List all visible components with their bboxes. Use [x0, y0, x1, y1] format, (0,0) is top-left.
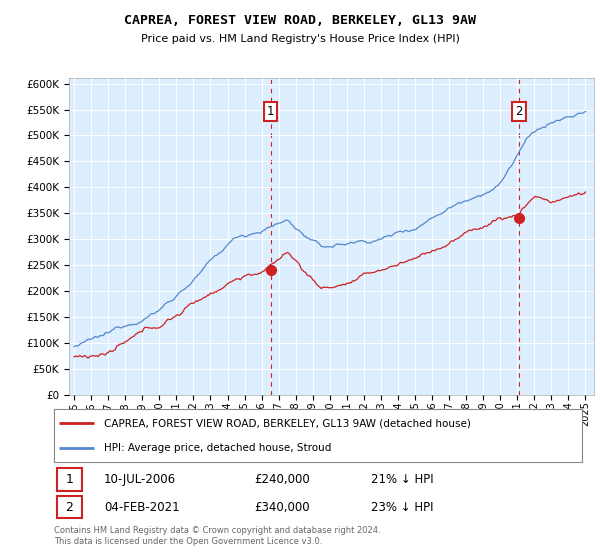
- Text: 1: 1: [65, 473, 73, 486]
- Text: Contains HM Land Registry data © Crown copyright and database right 2024.
This d: Contains HM Land Registry data © Crown c…: [54, 526, 380, 546]
- Text: CAPREA, FOREST VIEW ROAD, BERKELEY, GL13 9AW (detached house): CAPREA, FOREST VIEW ROAD, BERKELEY, GL13…: [104, 418, 471, 428]
- Text: Price paid vs. HM Land Registry's House Price Index (HPI): Price paid vs. HM Land Registry's House …: [140, 34, 460, 44]
- Text: 10-JUL-2006: 10-JUL-2006: [104, 473, 176, 486]
- Bar: [56, 468, 82, 491]
- Text: 23% ↓ HPI: 23% ↓ HPI: [371, 501, 433, 514]
- Text: 2: 2: [515, 105, 523, 118]
- Text: £240,000: £240,000: [254, 473, 310, 486]
- Text: £340,000: £340,000: [254, 501, 310, 514]
- Text: 04-FEB-2021: 04-FEB-2021: [104, 501, 180, 514]
- Text: HPI: Average price, detached house, Stroud: HPI: Average price, detached house, Stro…: [104, 442, 332, 452]
- Text: 21% ↓ HPI: 21% ↓ HPI: [371, 473, 433, 486]
- Text: 2: 2: [65, 501, 73, 514]
- Bar: [56, 496, 82, 519]
- Text: CAPREA, FOREST VIEW ROAD, BERKELEY, GL13 9AW: CAPREA, FOREST VIEW ROAD, BERKELEY, GL13…: [124, 14, 476, 27]
- Text: 1: 1: [267, 105, 274, 118]
